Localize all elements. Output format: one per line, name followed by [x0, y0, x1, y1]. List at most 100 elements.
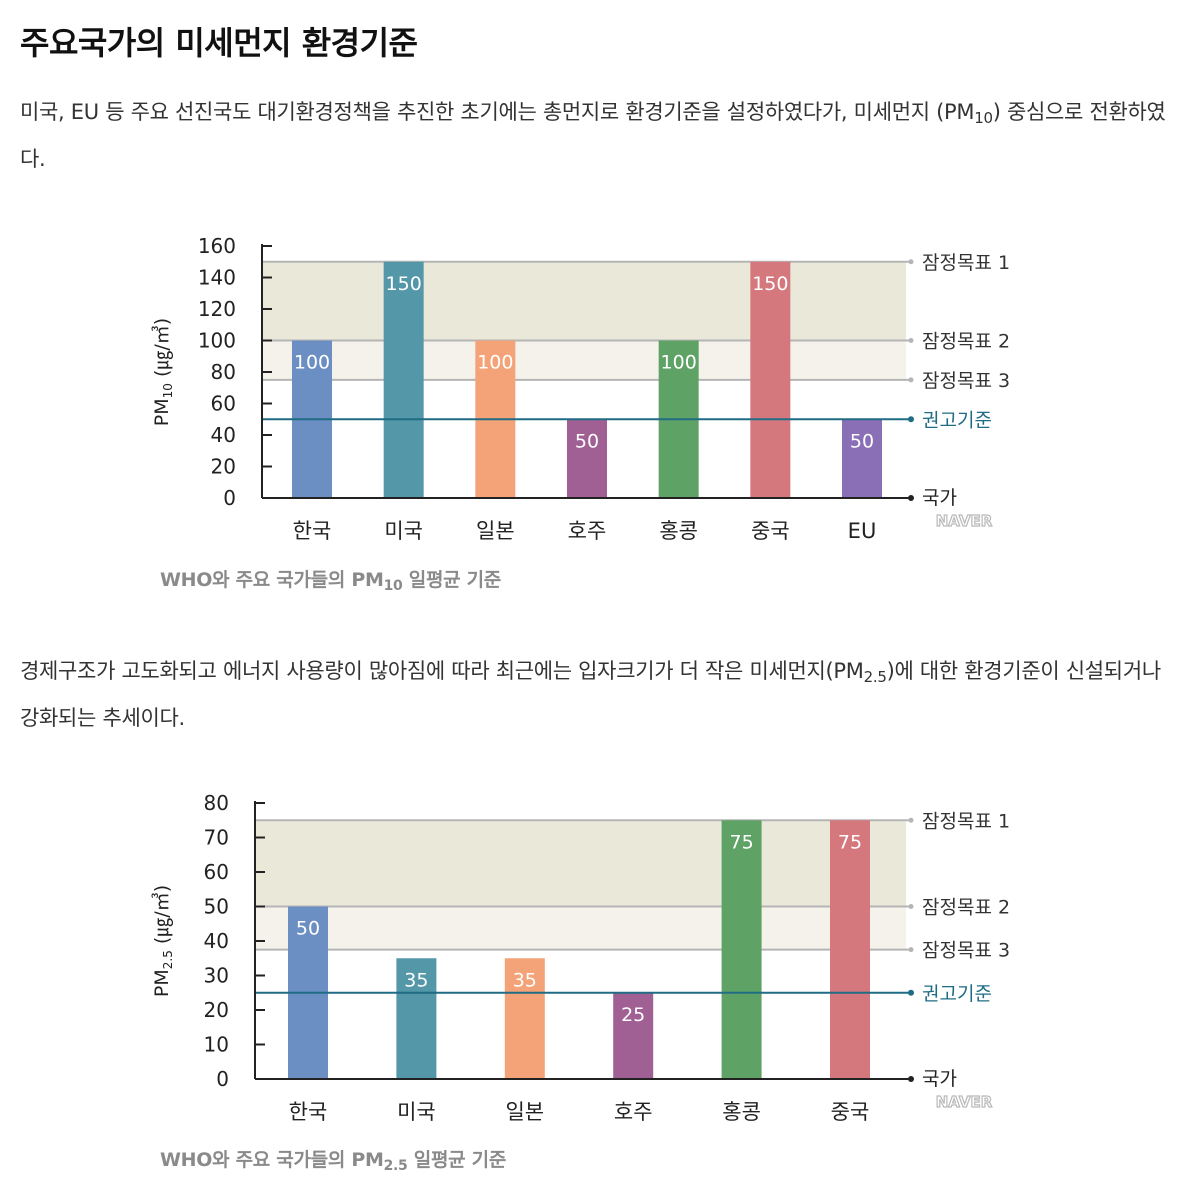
pm10-caption-text: WHO와 주요 국가들의 PM [160, 569, 384, 591]
x-tick-label: 한국 [293, 519, 332, 543]
bar-value-label: 100 [661, 352, 697, 374]
y-axis-label-sub: 2.5 [161, 950, 175, 969]
bar-value-label: 35 [404, 969, 428, 991]
reference-label: 잠정목표 3 [922, 370, 1010, 392]
x-tick-label: 호주 [614, 1100, 653, 1124]
x-tick-label: 호주 [568, 519, 607, 543]
y-tick-label: 20 [204, 998, 229, 1022]
intro-paragraph: 미국, EU 등 주요 선진국도 대기환경정책을 추진한 초기에는 총먼지로 환… [20, 89, 1170, 183]
bar-호주 [567, 419, 607, 498]
y-axis-label: PM2.5 (㎍/㎥) [151, 885, 175, 997]
pm25-caption: WHO와 주요 국가들의 PM2.5 일평균 기준 [160, 1145, 507, 1174]
pm25-caption-subscript: 2.5 [383, 1158, 408, 1174]
trend-subscript: 2.5 [863, 668, 887, 686]
y-tick-label: 80 [211, 360, 236, 384]
x-axis-label: 국가 [922, 1068, 957, 1090]
reference-label: 권고기준 [922, 409, 992, 431]
x-tick-label: 홍콩 [659, 519, 698, 543]
x-tick-label: 홍콩 [722, 1100, 761, 1124]
y-axis-label-unit: (㎍/㎥) [151, 318, 173, 383]
bar-value-label: 100 [477, 352, 513, 374]
bar-value-label: 25 [621, 1004, 645, 1026]
x-tick-label: EU [848, 519, 877, 543]
naver-watermark: NAVER [936, 512, 993, 530]
y-axis-label-sub: 10 [161, 383, 175, 398]
reference-dot-0 [908, 817, 914, 823]
bar-value-label: 100 [294, 352, 330, 374]
y-tick-label: 40 [204, 929, 229, 953]
intro-text-start: 미국, EU 등 주요 선진국도 대기환경정책을 추진한 초기에는 총먼지로 환… [20, 100, 975, 124]
bar-중국 [830, 820, 870, 1079]
reference-dot-3 [908, 989, 914, 996]
y-tick-label: 120 [198, 297, 236, 321]
reference-dot-1 [908, 904, 914, 909]
intro-subscript: 10 [974, 109, 993, 127]
bar-value-label: 50 [296, 918, 320, 940]
intro-text-end: ) 중심으로 전환하였다. [20, 100, 1166, 171]
y-tick-label: 70 [204, 826, 229, 850]
pm25-chart: 50 한국 35 미국 35 일본 25 호주 75 홍콩 75 중국 잠정목표 1 잠정목표 2 잠정목표… [150, 782, 1020, 1132]
y-tick-label: 60 [204, 860, 229, 884]
naver-watermark: NAVER [936, 1093, 993, 1111]
reference-dot-2 [908, 377, 914, 383]
reference-dot-1 [908, 338, 914, 343]
x-tick-label: 중국 [831, 1100, 870, 1124]
y-tick-label: 10 [204, 1033, 229, 1057]
band-1 [255, 906, 906, 950]
bar-미국 [383, 261, 424, 498]
pm10-caption: WHO와 주요 국가들의 PM10 일평균 기준 [160, 565, 502, 593]
bar-미국 [396, 958, 437, 1079]
bar-중국 [750, 261, 791, 498]
y-tick-label: 50 [204, 895, 229, 919]
trend-paragraph: 경제구조가 고도화되고 에너지 사용량이 많아짐에 따라 최근에는 입자크기가 … [20, 648, 1170, 742]
x-tick-label: 중국 [751, 519, 790, 543]
x-tick-label: 미국 [384, 519, 423, 543]
pm25-chart-svg: 50 한국 35 미국 35 일본 25 호주 75 홍콩 75 중국 잠정목표 1 잠정목표 2 잠정목표… [151, 791, 1010, 1124]
y-tick-label: 140 [198, 266, 236, 290]
bar-value-label: 75 [838, 831, 862, 853]
reference-dot-2 [908, 947, 914, 953]
trend-text-start: 경제구조가 고도화되고 에너지 사용량이 많아짐에 따라 최근에는 입자크기가 … [20, 659, 864, 683]
reference-dot-0 [908, 259, 914, 265]
y-tick-label: 160 [198, 234, 236, 258]
x-axis-label: 국가 [922, 487, 957, 509]
y-axis-label-main: PM [151, 398, 173, 426]
y-axis-label: PM10 (㎍/㎥) [151, 318, 175, 426]
x-tick-label: 일본 [476, 519, 515, 543]
pm25-caption-end: 일평균 기준 [407, 1149, 507, 1171]
pm10-caption-end: 일평균 기준 [402, 569, 502, 591]
pm25-caption-text: WHO와 주요 국가들의 PM [160, 1149, 384, 1171]
x-axis-dot [908, 1076, 914, 1082]
x-axis-dot [908, 495, 914, 501]
bar-value-label: 50 [575, 430, 599, 452]
bar-호주 [613, 992, 654, 1079]
page-title: 주요국가의 미세먼지 환경기준 [20, 24, 418, 62]
bar-EU [842, 419, 882, 498]
y-tick-label: 60 [211, 392, 236, 416]
bar-value-label: 35 [513, 969, 537, 991]
y-tick-label: 30 [204, 964, 229, 988]
y-axis-label-unit: (㎍/㎥) [151, 885, 173, 950]
y-tick-label: 80 [204, 791, 229, 815]
reference-label: 잠정목표 1 [922, 810, 1010, 832]
band-0 [255, 820, 906, 907]
reference-label: 잠정목표 1 [922, 252, 1010, 274]
y-tick-label: 0 [216, 1067, 229, 1091]
y-tick-label: 20 [211, 455, 236, 479]
y-axis-label-main: PM [151, 969, 173, 997]
y-tick-label: 40 [211, 423, 236, 447]
x-tick-label: 일본 [505, 1100, 544, 1124]
reference-label: 잠정목표 2 [922, 897, 1010, 919]
bar-일본 [504, 958, 545, 1079]
trend-text-end: )에 대한 환경기준이 신설되거나 강화되는 추세이다. [20, 659, 1161, 730]
bar-홍콩 [721, 820, 762, 1079]
band-0 [262, 261, 906, 341]
y-tick-label: 0 [223, 486, 236, 510]
band-1 [262, 340, 906, 380]
bar-value-label: 150 [386, 273, 422, 295]
bar-value-label: 150 [752, 273, 788, 295]
reference-dot-3 [908, 416, 914, 423]
bar-value-label: 75 [730, 831, 754, 853]
